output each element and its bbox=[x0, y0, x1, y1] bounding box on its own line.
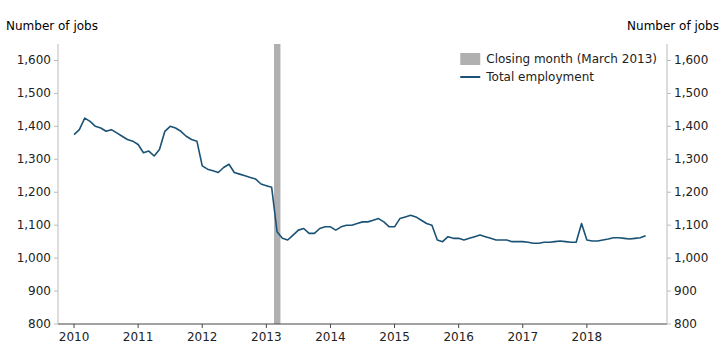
y-tick-label: 900 bbox=[28, 284, 51, 298]
x-tick-label: 2015 bbox=[379, 330, 410, 344]
y-tick-label: 800 bbox=[28, 317, 51, 331]
y2-tick bbox=[667, 291, 671, 292]
x-tick bbox=[330, 324, 331, 328]
y2-tick-label: 900 bbox=[674, 284, 697, 298]
x-tick-label: 2016 bbox=[443, 330, 474, 344]
employment-line bbox=[74, 118, 646, 243]
y-tick bbox=[54, 291, 58, 292]
legend-label: Total employment bbox=[485, 70, 594, 84]
x-tick-label: 2011 bbox=[123, 330, 154, 344]
x-tick-label: 2017 bbox=[507, 330, 538, 344]
legend-swatch bbox=[460, 76, 480, 78]
y-tick-label: 1,500 bbox=[17, 86, 51, 100]
y2-tick-label: 1,100 bbox=[674, 218, 708, 232]
y2-tick bbox=[667, 324, 671, 325]
closing-band bbox=[274, 44, 280, 324]
y-tick bbox=[54, 60, 58, 61]
y-tick-label: 1,200 bbox=[17, 185, 51, 199]
x-tick bbox=[522, 324, 523, 328]
y-tick bbox=[54, 324, 58, 325]
y2-tick-label: 1,300 bbox=[674, 152, 708, 166]
y2-tick-label: 800 bbox=[674, 317, 697, 331]
y2-tick-label: 1,600 bbox=[674, 53, 708, 67]
y2-tick bbox=[667, 159, 671, 160]
y-tick-label: 1,300 bbox=[17, 152, 51, 166]
y2-axis-line bbox=[667, 44, 668, 324]
y2-tick bbox=[667, 60, 671, 61]
x-tick-label: 2014 bbox=[315, 330, 346, 344]
y2-tick-label: 1,500 bbox=[674, 86, 708, 100]
y-tick-label: 1,000 bbox=[17, 251, 51, 265]
y-tick bbox=[54, 258, 58, 259]
y-tick bbox=[54, 126, 58, 127]
y-axis-line bbox=[58, 44, 59, 324]
y-tick bbox=[54, 225, 58, 226]
y-tick bbox=[54, 159, 58, 160]
x-tick-label: 2012 bbox=[187, 330, 218, 344]
chart: 2010 2011 2012 2013 2014 2015 2016 2017 2018 800 9… bbox=[0, 0, 725, 354]
y2-tick-label: 1,200 bbox=[674, 185, 708, 199]
x-tick bbox=[266, 324, 267, 328]
legend: Closing month (March 2013) Total employme… bbox=[460, 52, 657, 84]
y-tick-label: 1,100 bbox=[17, 218, 51, 232]
x-tick bbox=[458, 324, 459, 328]
y2-tick bbox=[667, 192, 671, 193]
legend-swatch bbox=[460, 53, 480, 65]
x-axis-line bbox=[58, 324, 667, 325]
y2-tick bbox=[667, 258, 671, 259]
x-tick-label: 2010 bbox=[59, 330, 90, 344]
x-tick-label: 2018 bbox=[572, 330, 603, 344]
y-tick bbox=[54, 93, 58, 94]
y-tick bbox=[54, 192, 58, 193]
plot-area bbox=[74, 44, 646, 324]
x-tick-label: 2013 bbox=[251, 330, 282, 344]
x-tick bbox=[586, 324, 587, 328]
y2-tick-label: 1,000 bbox=[674, 251, 708, 265]
y2-axis-title: Number of jobs bbox=[627, 19, 719, 33]
y2-tick bbox=[667, 225, 671, 226]
y-tick-label: 1,400 bbox=[17, 119, 51, 133]
y2-tick bbox=[667, 126, 671, 127]
axes: 2010 2011 2012 2013 2014 2015 2016 2017 2018 800 9… bbox=[17, 44, 709, 344]
legend-label: Closing month (March 2013) bbox=[486, 52, 657, 66]
x-tick bbox=[74, 324, 75, 328]
y-tick-label: 1,600 bbox=[17, 53, 51, 67]
y2-tick bbox=[667, 93, 671, 94]
x-tick bbox=[202, 324, 203, 328]
y2-tick-label: 1,400 bbox=[674, 119, 708, 133]
x-tick bbox=[138, 324, 139, 328]
y-axis-title: Number of jobs bbox=[6, 19, 98, 33]
x-tick bbox=[394, 324, 395, 328]
